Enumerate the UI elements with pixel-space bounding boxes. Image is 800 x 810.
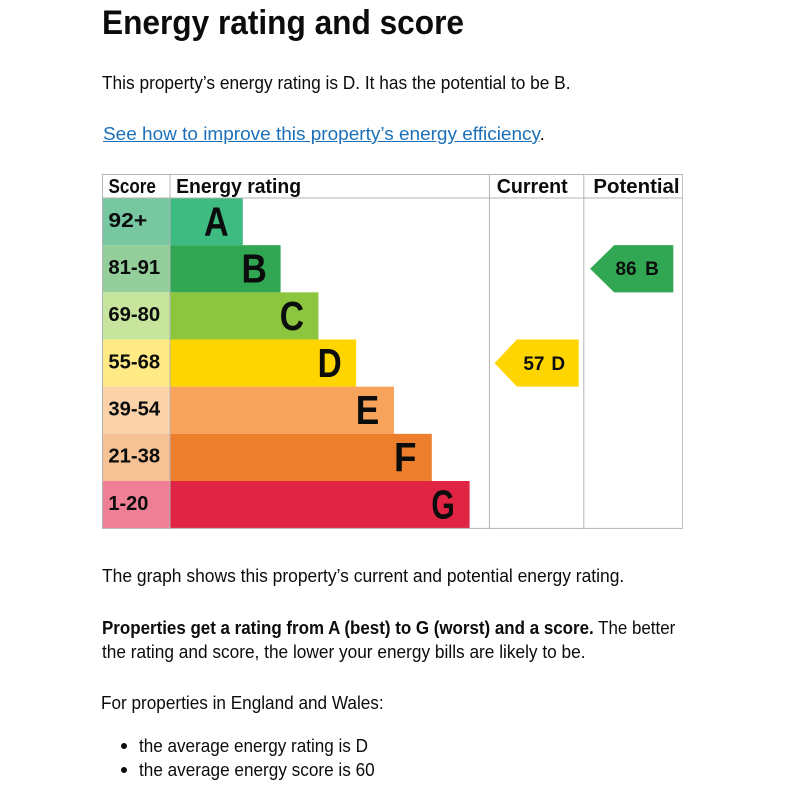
svg-text:Score: Score xyxy=(108,176,155,198)
svg-text:B: B xyxy=(645,259,659,280)
svg-text:Potential: Potential xyxy=(593,176,679,198)
svg-text:86: 86 xyxy=(615,259,636,280)
svg-text:69-80: 69-80 xyxy=(108,304,160,326)
svg-text:D: D xyxy=(551,354,565,375)
svg-text:D: D xyxy=(317,340,341,386)
svg-text:E: E xyxy=(355,387,378,433)
svg-text:G: G xyxy=(431,481,454,527)
svg-text:B: B xyxy=(241,245,266,291)
svg-text:57: 57 xyxy=(523,354,544,375)
svg-text:39-54: 39-54 xyxy=(108,398,160,420)
svg-text:21-38: 21-38 xyxy=(108,445,160,467)
svg-text:C: C xyxy=(279,293,303,339)
svg-text:A: A xyxy=(204,198,229,244)
svg-text:Energy rating: Energy rating xyxy=(176,176,301,198)
svg-text:92+: 92+ xyxy=(108,210,147,232)
svg-text:81-91: 81-91 xyxy=(108,257,160,279)
svg-text:F: F xyxy=(394,434,416,480)
svg-text:55-68: 55-68 xyxy=(108,351,160,373)
svg-text:1-20: 1-20 xyxy=(108,493,148,515)
svg-text:Current: Current xyxy=(496,176,567,198)
